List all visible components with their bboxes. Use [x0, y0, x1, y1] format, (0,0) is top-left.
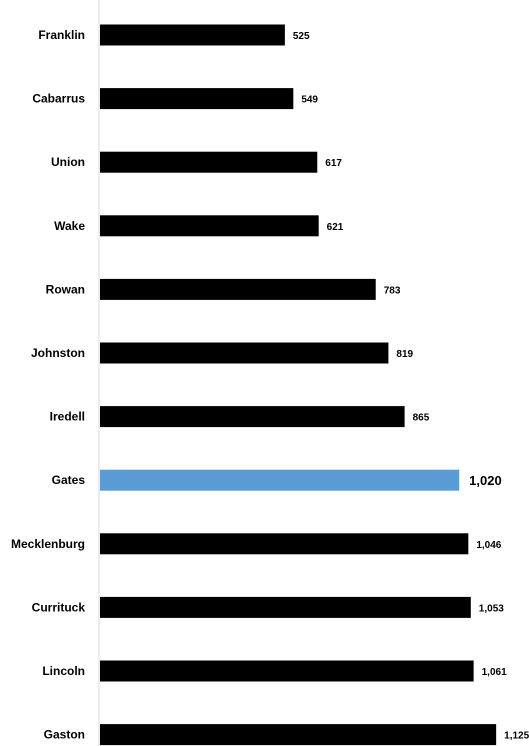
category-label-gates: Gates — [52, 473, 86, 487]
value-label-cabarrus: 549 — [301, 95, 318, 106]
category-label-rowan: Rowan — [46, 282, 85, 296]
category-label-union: Union — [51, 155, 85, 169]
bar-wake — [100, 215, 319, 237]
bar-rowan — [100, 278, 376, 300]
bar-union — [100, 151, 318, 173]
category-label-lincoln: Lincoln — [42, 664, 85, 678]
value-label-johnston: 819 — [396, 349, 413, 360]
category-label-mecklenburg: Mecklenburg — [11, 537, 85, 551]
value-label-gates: 1,020 — [469, 473, 502, 488]
category-label-wake: Wake — [54, 219, 85, 233]
category-label-iredell: Iredell — [50, 410, 85, 424]
bar-johnston — [100, 342, 389, 364]
bar-iredell — [100, 406, 405, 428]
value-label-union: 617 — [325, 158, 342, 169]
bar-franklin — [100, 24, 285, 46]
value-label-currituck: 1,053 — [479, 603, 504, 614]
bar-mecklenburg — [100, 533, 469, 555]
bar-cabarrus — [100, 88, 294, 110]
value-label-mecklenburg: 1,046 — [476, 540, 501, 551]
category-label-currituck: Currituck — [32, 600, 86, 614]
value-label-lincoln: 1,061 — [482, 667, 507, 678]
bars-group — [100, 24, 497, 746]
value-label-iredell: 865 — [413, 413, 430, 424]
category-label-franklin: Franklin — [38, 28, 85, 42]
category-label-johnston: Johnston — [31, 346, 85, 360]
value-label-wake: 621 — [327, 222, 344, 233]
bar-gates — [100, 469, 460, 491]
value-label-rowan: 783 — [384, 285, 401, 296]
category-label-gaston: Gaston — [44, 728, 85, 742]
bar-gaston — [100, 724, 497, 746]
category-labels-group: Franklin Cabarrus Union Wake Rowan Johnston Ir… — [11, 28, 85, 742]
bar-lincoln — [100, 660, 474, 682]
value-label-gaston: 1,125 — [504, 731, 529, 742]
bar-currituck — [100, 596, 471, 618]
value-labels-group: 525 549 617 621 783 819 865 1,020 1,046 1,053 1,06… — [293, 31, 529, 742]
category-label-cabarrus: Cabarrus — [32, 92, 85, 106]
value-label-franklin: 525 — [293, 31, 310, 42]
